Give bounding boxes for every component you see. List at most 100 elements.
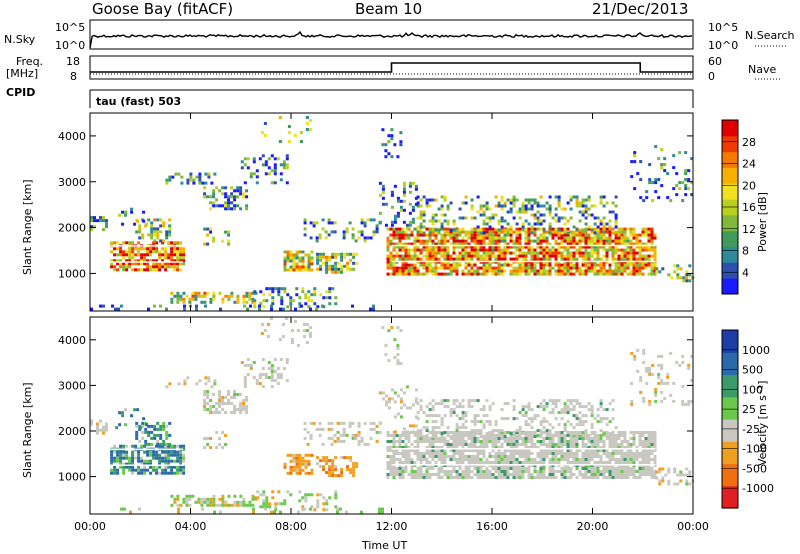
power-cell [497,219,501,223]
velocity-cell [437,473,441,476]
power-cell [575,251,579,255]
power-cell [587,198,591,202]
power-cell [384,143,388,147]
freq-strip-frame [89,55,694,80]
power-cell [224,294,228,298]
power-cell [167,262,171,266]
power-cell [168,175,172,179]
velocity-cell [389,455,393,458]
power-cell [509,207,513,211]
velocity-ylabel: Slant Range [km] [21,382,34,478]
velocity-cell [416,437,420,440]
velocity-cell [521,467,525,470]
velocity-cell [399,329,403,333]
velocity-cell [654,390,658,394]
power-cell [650,263,654,267]
power-cell [251,300,255,304]
power-cell [182,262,186,266]
velocity-cell [479,467,483,470]
velocity-cell [340,468,344,472]
velocity-cell [156,421,160,425]
velocity-cell [321,427,325,431]
power-cell [277,287,281,291]
power-cell [563,230,567,234]
velocity-cell [596,476,600,479]
power-cell [533,263,537,267]
power-cell [473,236,477,240]
velocity-cell [527,473,531,476]
power-cell [485,263,489,267]
velocity-cell [149,465,153,469]
power-cell [566,269,570,273]
velocity-cell [657,354,661,358]
power-cell [149,250,153,254]
velocity-cell [554,446,558,449]
velocity-cell [206,437,210,440]
velocity-cell [307,462,311,466]
velocity-cell [446,432,450,436]
power-cell [476,254,480,258]
velocity-cell [452,408,456,412]
velocity-cell [548,437,552,440]
power-cell [170,265,174,269]
velocity-cell [494,440,498,443]
power-cell [578,242,582,246]
power-cell [176,268,180,272]
velocity-cell [224,402,228,405]
velocity-cell [261,358,265,361]
power-cell [239,186,243,190]
velocity-cell [563,467,567,470]
power-cell [401,242,405,246]
velocity-cell [236,500,240,504]
velocity-cell [253,496,257,500]
velocity-cell [152,468,156,472]
velocity-cell [572,443,576,446]
velocity-cell [602,476,606,479]
power-cell [545,245,549,249]
power-cell [560,266,564,270]
power-cell [476,239,480,243]
power-cell [581,272,585,276]
power-cell [530,245,534,249]
velocity-cell [431,449,435,452]
power-cell [536,227,540,231]
power-cell [608,219,612,223]
power-cell [539,222,543,226]
power-cell [245,300,249,304]
velocity-cell [327,436,331,440]
power-cell [407,236,411,240]
velocity-cell [581,476,585,479]
power-cell [273,166,277,170]
velocity-cell [131,465,135,469]
power-cell [476,228,480,232]
velocity-cell [179,503,183,507]
power-cell [620,233,624,237]
velocity-cell [503,455,507,458]
velocity-cell [331,468,335,472]
power-cell [524,236,528,240]
velocity-cell [252,376,256,379]
power-cell [458,254,462,258]
velocity-cell [584,420,588,424]
velocity-cell [116,453,120,457]
velocity-cell [614,476,618,479]
velocity-cell [404,443,408,446]
velocity-cell [461,423,465,427]
velocity-cell [620,449,624,452]
velocity-cell [509,440,513,443]
power-cell [533,233,537,237]
power-cell [524,210,528,214]
velocity-cell [131,471,135,475]
velocity-cell [276,376,280,379]
power-cell [395,269,399,273]
power-cell [212,294,216,298]
power-cell [566,201,570,205]
power-cell [121,222,125,226]
velocity-cell [437,455,441,458]
power-cell [452,251,456,255]
velocity-cell [134,456,138,460]
power-cell [560,216,564,220]
power-cell [509,269,513,273]
power-cell [349,258,353,262]
power-cell [301,259,305,263]
